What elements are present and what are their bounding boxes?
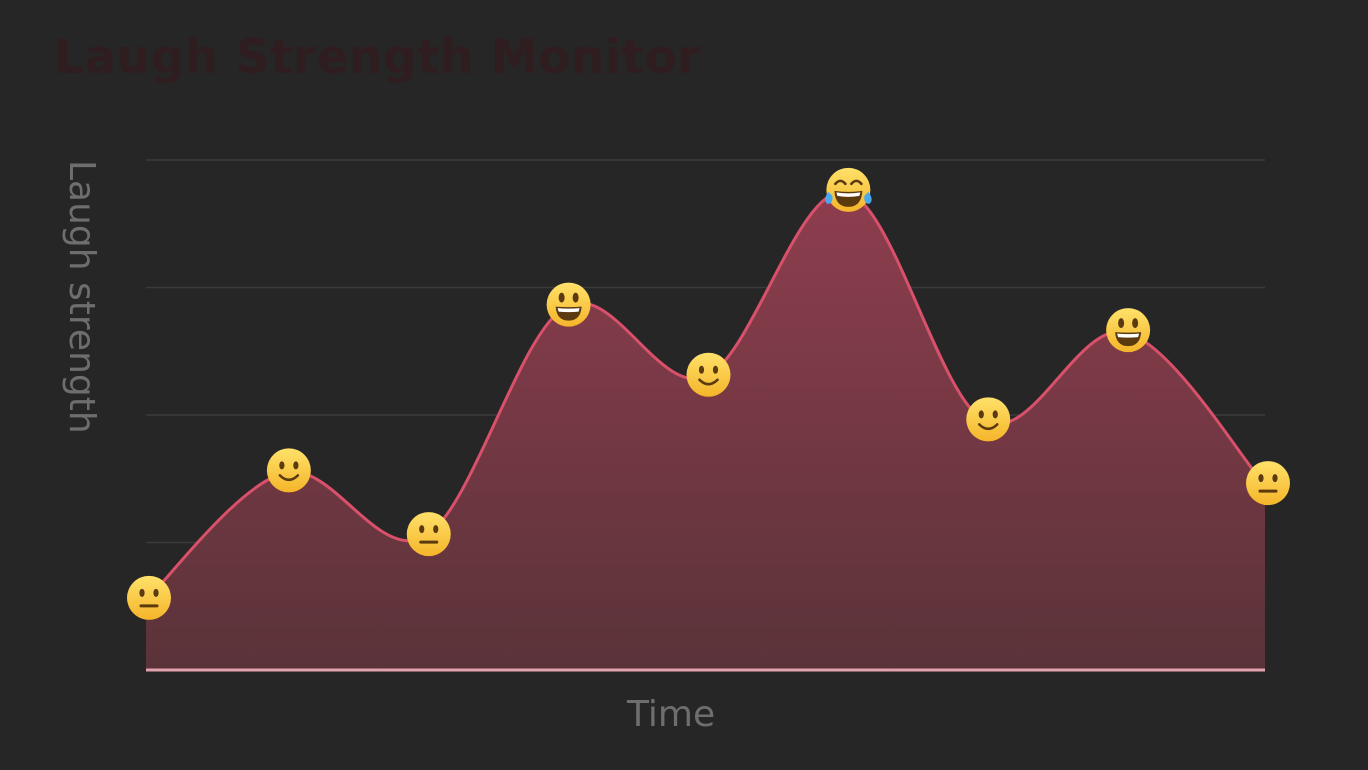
- slightly-smiling-face-icon: [966, 397, 1011, 442]
- chart-title: Laugh Strength Monitor: [54, 30, 701, 85]
- slightly-smiling-face-icon: [266, 448, 311, 493]
- neutral-face-icon: [406, 512, 451, 557]
- emoji-markers: [127, 167, 1290, 620]
- x-axis-label: Time: [627, 694, 716, 735]
- grinning-face-big-eyes-icon: [546, 282, 591, 327]
- neutral-face-icon: [1246, 461, 1290, 506]
- face-with-tears-of-joy-icon: [825, 167, 872, 212]
- area-fill: [146, 191, 1265, 670]
- slightly-smiling-face-icon: [686, 352, 731, 397]
- neutral-face-icon: [127, 575, 171, 620]
- grinning-face-big-eyes-icon: [1106, 308, 1151, 353]
